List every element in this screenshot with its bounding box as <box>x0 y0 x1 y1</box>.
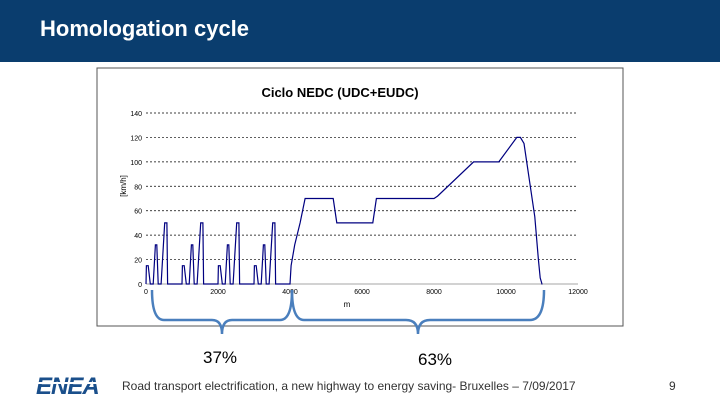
svg-text:ENEA: ENEA <box>36 373 99 398</box>
y-tick-label: 140 <box>130 111 142 118</box>
y-tick-label: 80 <box>134 184 142 191</box>
x-tick-label: 8000 <box>426 289 442 296</box>
y-tick-label: 20 <box>134 258 142 265</box>
y-tick-label: 40 <box>134 233 142 240</box>
x-tick-label: 0 <box>144 289 148 296</box>
title-bar: Homologation cycle <box>0 0 720 62</box>
chart-title: Ciclo NEDC (UDC+EUDC) <box>261 85 418 100</box>
speed-profile-line <box>145 136 543 285</box>
chart-frame <box>96 67 624 327</box>
footer-caption: Road transport electrification, a new hi… <box>122 379 576 393</box>
y-tick-label: 60 <box>134 209 142 216</box>
x-tick-label: 12000 <box>568 289 588 296</box>
right-share-label: 63% <box>418 350 453 369</box>
y-tick-label: 100 <box>130 160 142 167</box>
page-title: Homologation cycle <box>40 16 250 41</box>
left-share-label: 37% <box>203 348 238 367</box>
x-tick-label: 6000 <box>354 289 370 296</box>
page-number: 9 <box>669 379 676 393</box>
enea-logo: ENEA <box>36 372 114 403</box>
x-axis-label: m <box>344 300 351 309</box>
x-tick-label: 2000 <box>210 289 226 296</box>
x-tick-label: 4000 <box>282 289 298 296</box>
y-tick-label: 120 <box>130 135 142 142</box>
y-tick-label: 0 <box>138 282 142 289</box>
left-brace <box>150 289 294 335</box>
right-brace <box>290 289 546 335</box>
x-tick-label: 10000 <box>496 289 516 296</box>
y-axis-label: [km/h] <box>119 175 128 197</box>
share-brackets <box>150 289 546 335</box>
